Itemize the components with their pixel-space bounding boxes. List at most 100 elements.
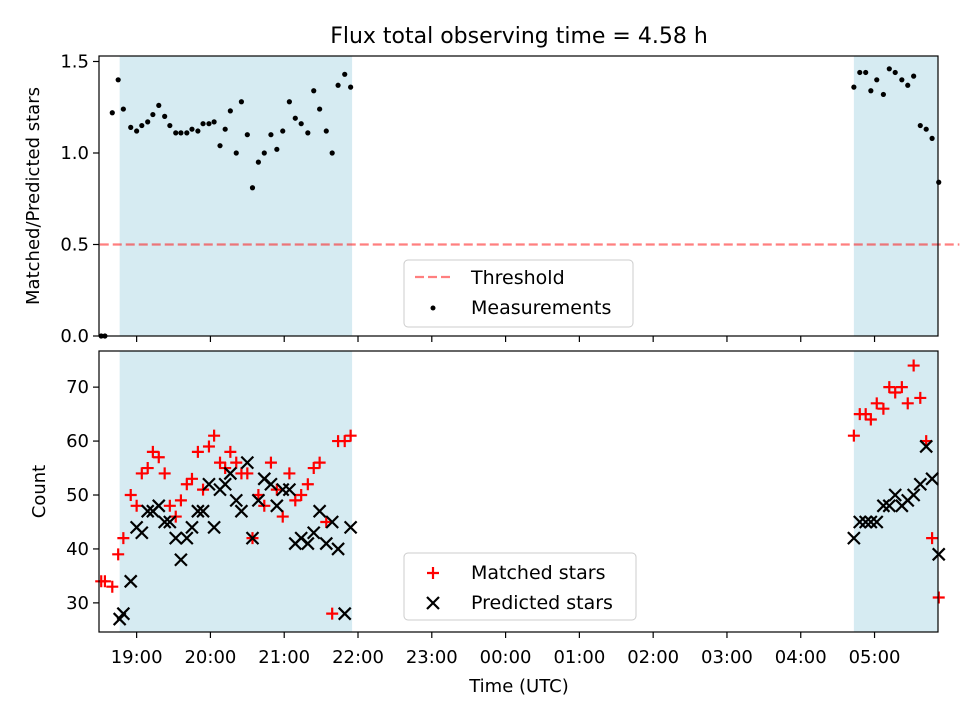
predicted-star-point — [847, 531, 861, 545]
measurement-point — [851, 84, 857, 90]
ratio-legend: Threshold Measurements — [403, 259, 634, 328]
measurements-legend-marker — [430, 305, 436, 311]
matched-star-point — [241, 467, 254, 480]
predicted-legend-label: Predicted stars — [471, 592, 613, 614]
matched-star-point — [185, 472, 198, 485]
predicted-star-point — [180, 531, 194, 545]
count-points — [95, 359, 946, 626]
y-tick-label: 40 — [66, 539, 89, 560]
predicted-star-point — [264, 477, 278, 491]
measurement-point — [233, 150, 239, 156]
measurement-point — [167, 122, 173, 129]
matched-star-point — [914, 391, 927, 404]
x-tick-label: 04:00 — [775, 647, 827, 668]
predicted-star-point — [168, 531, 183, 545]
predicted-star-point — [135, 525, 149, 540]
matched-star-point — [932, 591, 945, 604]
measurement-point — [857, 69, 863, 76]
matched-star-point — [307, 462, 320, 475]
measurement-point — [305, 130, 311, 136]
measurement-point — [206, 121, 212, 127]
predicted-star-point — [240, 455, 255, 470]
ratio-ticks: 0.0 0.5 1.0 1.5 — [60, 51, 876, 347]
y-tick-label: 60 — [66, 431, 89, 452]
matched-star-point — [344, 429, 357, 442]
predicted-star-point — [123, 574, 138, 589]
matched-star-point — [117, 532, 130, 545]
predicted-star-point — [163, 515, 177, 529]
matched-star-point — [230, 456, 243, 469]
measurement-point — [886, 66, 892, 72]
x-tick-label: 20:00 — [184, 647, 236, 668]
x-tick-label: 01:00 — [553, 647, 605, 668]
predicted-star-point — [906, 488, 921, 502]
measurement-point — [317, 106, 323, 112]
measurement-point — [184, 130, 190, 136]
predicted-star-point — [343, 520, 358, 535]
threshold-legend-label: Threshold — [470, 267, 565, 289]
count-legend-box — [403, 552, 637, 621]
matched-star-point — [926, 532, 939, 545]
predicted-star-point — [864, 515, 878, 529]
measurement-point — [115, 77, 121, 83]
matched-star-point — [124, 489, 137, 502]
predicted-star-point — [251, 493, 266, 508]
matched-star-point — [112, 548, 125, 561]
predicted-star-point — [331, 542, 345, 556]
matched-star-point — [202, 440, 215, 453]
matched-star-point — [283, 467, 296, 480]
measurement-point — [348, 84, 354, 90]
predicted-star-point — [913, 477, 928, 491]
measurement-point — [342, 71, 348, 77]
predicted-star-point — [931, 547, 946, 562]
x-axis-label: Time (UTC) — [468, 676, 569, 697]
measurement-point — [128, 124, 134, 130]
count-y-label: Count — [29, 465, 50, 518]
x-tick-label: 05:00 — [849, 647, 901, 668]
measurement-point — [298, 121, 304, 127]
observing-span-1 — [853, 56, 938, 336]
matched-star-point — [135, 467, 148, 480]
chart-title: Flux total observing time = 4.58 h — [330, 24, 708, 49]
predicted-star-point — [306, 525, 321, 540]
matched-star-point — [870, 397, 883, 410]
predicted-star-point — [919, 439, 933, 454]
matched-star-point — [847, 429, 860, 442]
y-tick-label: 0.5 — [60, 234, 89, 255]
measurement-point — [189, 126, 195, 132]
measurement-point — [238, 99, 245, 105]
count-ticks: 30 40 50 60 70 — [66, 377, 876, 638]
measurement-point — [120, 106, 126, 112]
y-tick-label: 1.5 — [60, 51, 89, 72]
measurement-point — [335, 82, 341, 88]
measurement-point — [211, 119, 217, 125]
measurement-point — [280, 128, 286, 134]
matched-star-point — [326, 607, 339, 620]
matched-star-point — [338, 435, 351, 448]
matched-star-point — [208, 429, 221, 442]
measurement-point — [195, 128, 201, 134]
measurement-point — [286, 99, 292, 105]
predicted-star-point — [888, 488, 902, 502]
measurement-point — [244, 132, 250, 138]
x-tick-label: 21:00 — [258, 647, 310, 668]
predicted-star-point — [876, 499, 891, 513]
measurement-point — [874, 77, 880, 83]
measurement-points — [98, 66, 942, 339]
predicted-star-point — [207, 520, 221, 535]
matched-star-point — [264, 456, 277, 469]
predicted-star-point — [853, 515, 867, 529]
predicted-star-point — [270, 499, 284, 513]
measurement-point — [139, 122, 145, 129]
matched-legend-marker — [427, 567, 439, 579]
measurements-legend-label: Measurements — [471, 297, 611, 319]
predicted-star-point — [312, 504, 327, 518]
x-tick-label: 03:00 — [701, 647, 753, 668]
predicted-star-point — [191, 504, 205, 518]
x-tick-label: 23:00 — [406, 647, 458, 668]
matched-star-point — [301, 478, 314, 491]
matched-star-point — [295, 489, 308, 502]
measurement-point — [150, 111, 156, 118]
x-tick-label: 02:00 — [627, 647, 679, 668]
matched-star-point — [146, 445, 159, 458]
